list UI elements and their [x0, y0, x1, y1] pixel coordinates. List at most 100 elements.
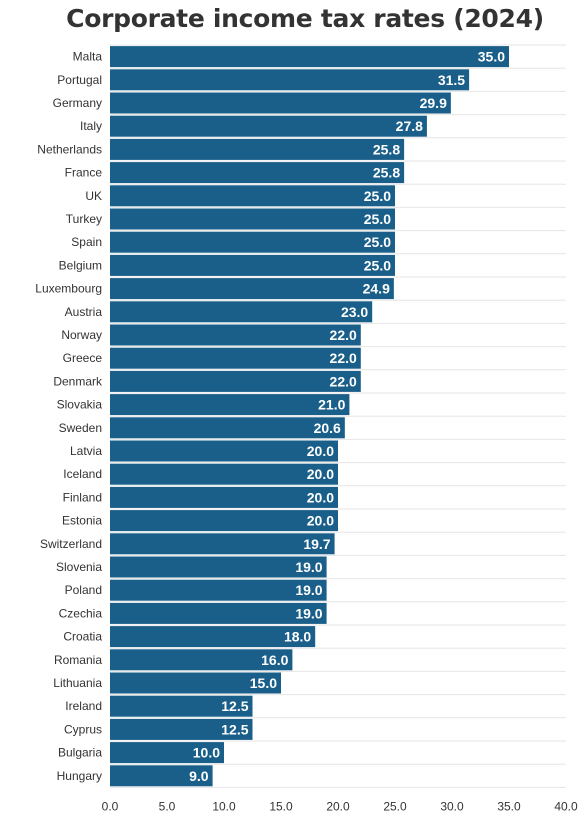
value-label: 25.0	[364, 188, 391, 204]
bar-uk	[110, 185, 395, 207]
bar-slovenia	[110, 556, 327, 578]
bar-poland	[110, 579, 327, 601]
value-label: 23.0	[341, 304, 368, 320]
value-label: 25.0	[364, 234, 391, 250]
x-tick-label: 10.0	[212, 799, 236, 813]
bar-romania	[110, 649, 293, 671]
category-label: Spain	[71, 235, 102, 249]
x-tick-label: 20.0	[326, 799, 350, 813]
category-label: Croatia	[63, 630, 102, 644]
value-label: 18.0	[284, 629, 311, 645]
value-label: 35.0	[478, 49, 505, 65]
value-label: 25.0	[364, 211, 391, 227]
category-label: Czechia	[59, 606, 103, 620]
bar-sweden	[110, 417, 345, 439]
value-label: 20.0	[307, 513, 334, 529]
bar-latvia	[110, 440, 338, 462]
value-label: 20.0	[307, 466, 334, 482]
value-label: 25.0	[364, 257, 391, 273]
bar-ireland	[110, 695, 253, 717]
category-label: Sweden	[59, 421, 102, 435]
bar-greece	[110, 347, 361, 369]
value-label: 22.0	[330, 350, 357, 366]
value-label: 29.9	[420, 95, 447, 111]
x-tick-label: 40.0	[554, 799, 578, 813]
value-label: 24.9	[363, 281, 390, 297]
category-label: Lithuania	[53, 676, 102, 690]
bar-belgium	[110, 254, 395, 276]
category-label: Poland	[65, 583, 102, 597]
bar-germany	[110, 92, 451, 114]
category-label: Italy	[80, 119, 102, 133]
category-label: Ireland	[65, 699, 102, 713]
category-label: Denmark	[53, 374, 103, 388]
x-tick-label: 5.0	[159, 799, 176, 813]
x-tick-label: 25.0	[383, 799, 407, 813]
value-label: 22.0	[330, 373, 357, 389]
bar-denmark	[110, 370, 361, 392]
category-label: Portugal	[57, 73, 102, 87]
category-label: Bulgaria	[58, 746, 102, 760]
bar-switzerland	[110, 533, 335, 555]
x-tick-label: 30.0	[440, 799, 464, 813]
category-label: Belgium	[59, 258, 102, 272]
bar-italy	[110, 115, 427, 137]
bar-turkey	[110, 208, 395, 230]
category-label: UK	[85, 189, 102, 203]
x-tick-label: 15.0	[269, 799, 293, 813]
category-label: Slovenia	[56, 560, 102, 574]
value-label: 19.0	[295, 559, 322, 575]
bar-cyprus	[110, 718, 253, 740]
bar-czechia	[110, 602, 327, 624]
value-label: 16.0	[261, 652, 288, 668]
category-label: Cyprus	[64, 722, 102, 736]
value-label: 20.0	[307, 443, 334, 459]
bar-norway	[110, 324, 361, 346]
chart-title: Corporate income tax rates (2024)	[66, 4, 544, 33]
bar-austria	[110, 301, 373, 323]
bar-lithuania	[110, 672, 281, 694]
value-label: 10.0	[193, 745, 220, 761]
category-label: Romania	[54, 653, 102, 667]
value-label: 9.0	[189, 768, 209, 784]
category-label: Germany	[53, 96, 102, 110]
value-label: 19.7	[303, 536, 330, 552]
x-tick-label: 0.0	[102, 799, 119, 813]
value-label: 31.5	[438, 72, 465, 88]
bar-hungary	[110, 765, 213, 787]
category-label: Malta	[73, 50, 103, 64]
category-label: Norway	[61, 328, 102, 342]
category-label: Austria	[65, 305, 103, 319]
bar-netherlands	[110, 138, 405, 160]
bar-slovakia	[110, 394, 350, 416]
category-label: Estonia	[62, 514, 102, 528]
value-label: 20.6	[314, 420, 341, 436]
category-label: Latvia	[70, 444, 102, 458]
category-label: Hungary	[57, 769, 102, 783]
bar-spain	[110, 231, 395, 253]
bar-croatia	[110, 626, 316, 648]
bar-malta	[110, 46, 509, 68]
category-label: Slovakia	[57, 398, 103, 412]
bar-luxembourg	[110, 278, 394, 300]
bar-france	[110, 162, 405, 184]
bar-estonia	[110, 510, 338, 532]
category-label: Turkey	[66, 212, 102, 226]
value-label: 25.8	[373, 165, 400, 181]
value-label: 21.0	[318, 397, 345, 413]
bar-iceland	[110, 463, 338, 485]
category-label: Luxembourg	[35, 282, 102, 296]
value-label: 20.0	[307, 489, 334, 505]
value-label: 15.0	[250, 675, 277, 691]
value-label: 12.5	[221, 698, 248, 714]
value-label: 22.0	[330, 327, 357, 343]
category-label: France	[65, 166, 103, 180]
category-label: Greece	[63, 351, 103, 365]
value-label: 19.0	[295, 582, 322, 598]
value-label: 12.5	[221, 721, 248, 737]
x-tick-label: 35.0	[497, 799, 521, 813]
category-label: Netherlands	[37, 142, 102, 156]
bar-finland	[110, 486, 338, 508]
category-label: Finland	[63, 490, 102, 504]
